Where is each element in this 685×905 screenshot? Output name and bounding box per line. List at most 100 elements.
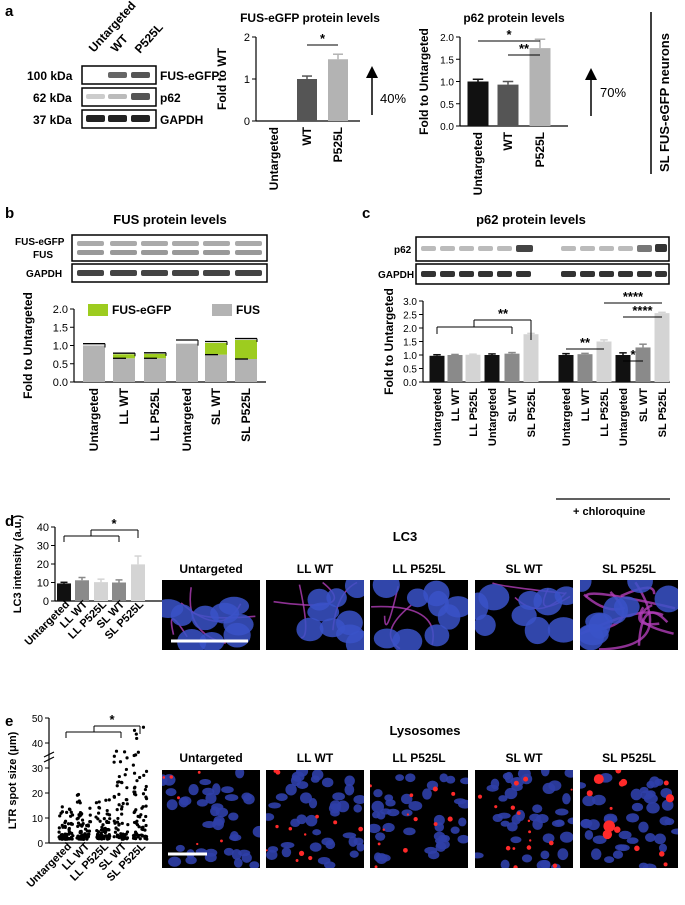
y-tick-label: 30 [32,764,44,775]
scatter-point [101,823,105,827]
scatter-point [78,810,83,815]
lysosome-spot [665,794,675,803]
nucleus [457,834,468,844]
blot-a-lane-p525l: P525L [132,20,166,56]
nucleus [646,802,660,814]
scatter-point [144,834,148,839]
x-category-label: Untargeted [87,388,101,451]
y-tick-label: 0.0 [53,377,68,389]
lysosome-spot [663,862,668,867]
scatter-point [80,818,85,822]
scatter-point [118,760,123,764]
nucleus [617,844,630,852]
y-axis-label: LTR spot size (μm) [7,731,19,829]
nucleus [162,774,176,786]
nucleus [321,777,334,788]
nucleus [435,841,447,852]
scatter-point [120,836,124,841]
scatter-point [102,827,106,831]
nucleus [536,814,549,824]
panel-label-e: e [5,713,13,730]
scatter-point [144,823,148,828]
nucleus [580,580,592,592]
y-tick-label: 2.0 [53,304,68,316]
scatter-point [66,822,71,826]
nucleus [532,804,543,813]
scatter-point [135,736,139,741]
nucleus [386,808,400,817]
bar [523,334,539,382]
y-axis-label: Fold to WT [215,47,229,110]
micrograph-lc3 [580,580,678,650]
scatter-point [57,830,61,834]
scatter-point [104,829,108,833]
micrograph-label: SL P525L [602,751,656,765]
lysosome-spot [528,830,532,834]
nucleus [510,836,522,844]
nucleus [266,813,275,821]
scatter-point [88,813,92,817]
nucleus [504,787,518,800]
lc3-fiber [637,611,669,646]
scatter-point [65,832,69,836]
scatter-point [69,822,74,826]
scatter-point [143,828,147,832]
nucleus [376,811,386,820]
blot-c-row-gapdh: GAPDH [378,270,414,281]
y-tick-label: 40 [37,522,49,534]
x-category-label: SL P525L [526,388,538,438]
scatter-point [115,808,119,812]
nucleus [235,770,245,779]
nucleus [500,820,510,827]
nucleus [424,624,450,647]
y-tick-label: 0.0 [403,378,417,389]
nucleus [344,775,355,787]
lc3-fiber [638,606,660,626]
bar [529,48,551,126]
nucleus [564,770,573,778]
nucleus [423,580,450,607]
scatter-point [120,781,124,785]
nucleus [540,770,550,777]
y-axis-label: LC3 intensity (a.u.) [12,514,24,613]
scatter-point [98,833,102,838]
scatter-point [63,824,67,828]
y-tick-label: 20 [37,559,49,571]
nucleus [299,792,312,804]
scatter-point [102,835,106,840]
scatter-point [97,800,101,804]
nucleus [585,612,613,631]
lysosome-spot [333,820,338,825]
micrograph-label: SL WT [505,562,543,576]
bar [467,81,489,126]
lysosome-spot [477,794,483,799]
nucleus [618,830,632,840]
scatter-point [67,837,71,841]
nucleus [582,795,596,807]
x-category-label: Untargeted [267,127,281,190]
y-tick-label: 30 [37,541,49,553]
scatter-point [108,817,112,821]
scatter-point [69,814,73,818]
nucleus [166,799,178,811]
y-tick-label: 3.0 [403,297,417,308]
nucleus [326,588,347,608]
lysosome-spot [620,778,628,786]
scatter-point [104,798,108,802]
nucleus [591,848,602,860]
nucleus [281,847,292,858]
nucleus [460,777,468,785]
x-category-label: P525L [331,127,345,162]
nucleus [401,809,413,817]
nucleus [373,852,382,862]
bar-fus-egfp [113,354,135,359]
nucleus [478,583,510,611]
nucleus [210,602,240,624]
bar [75,580,89,601]
micrograph-lyso [475,770,573,868]
lysosome-spot [516,811,521,815]
scatter-point [112,835,116,839]
scatter-point [125,756,129,760]
nucleus [290,818,301,828]
